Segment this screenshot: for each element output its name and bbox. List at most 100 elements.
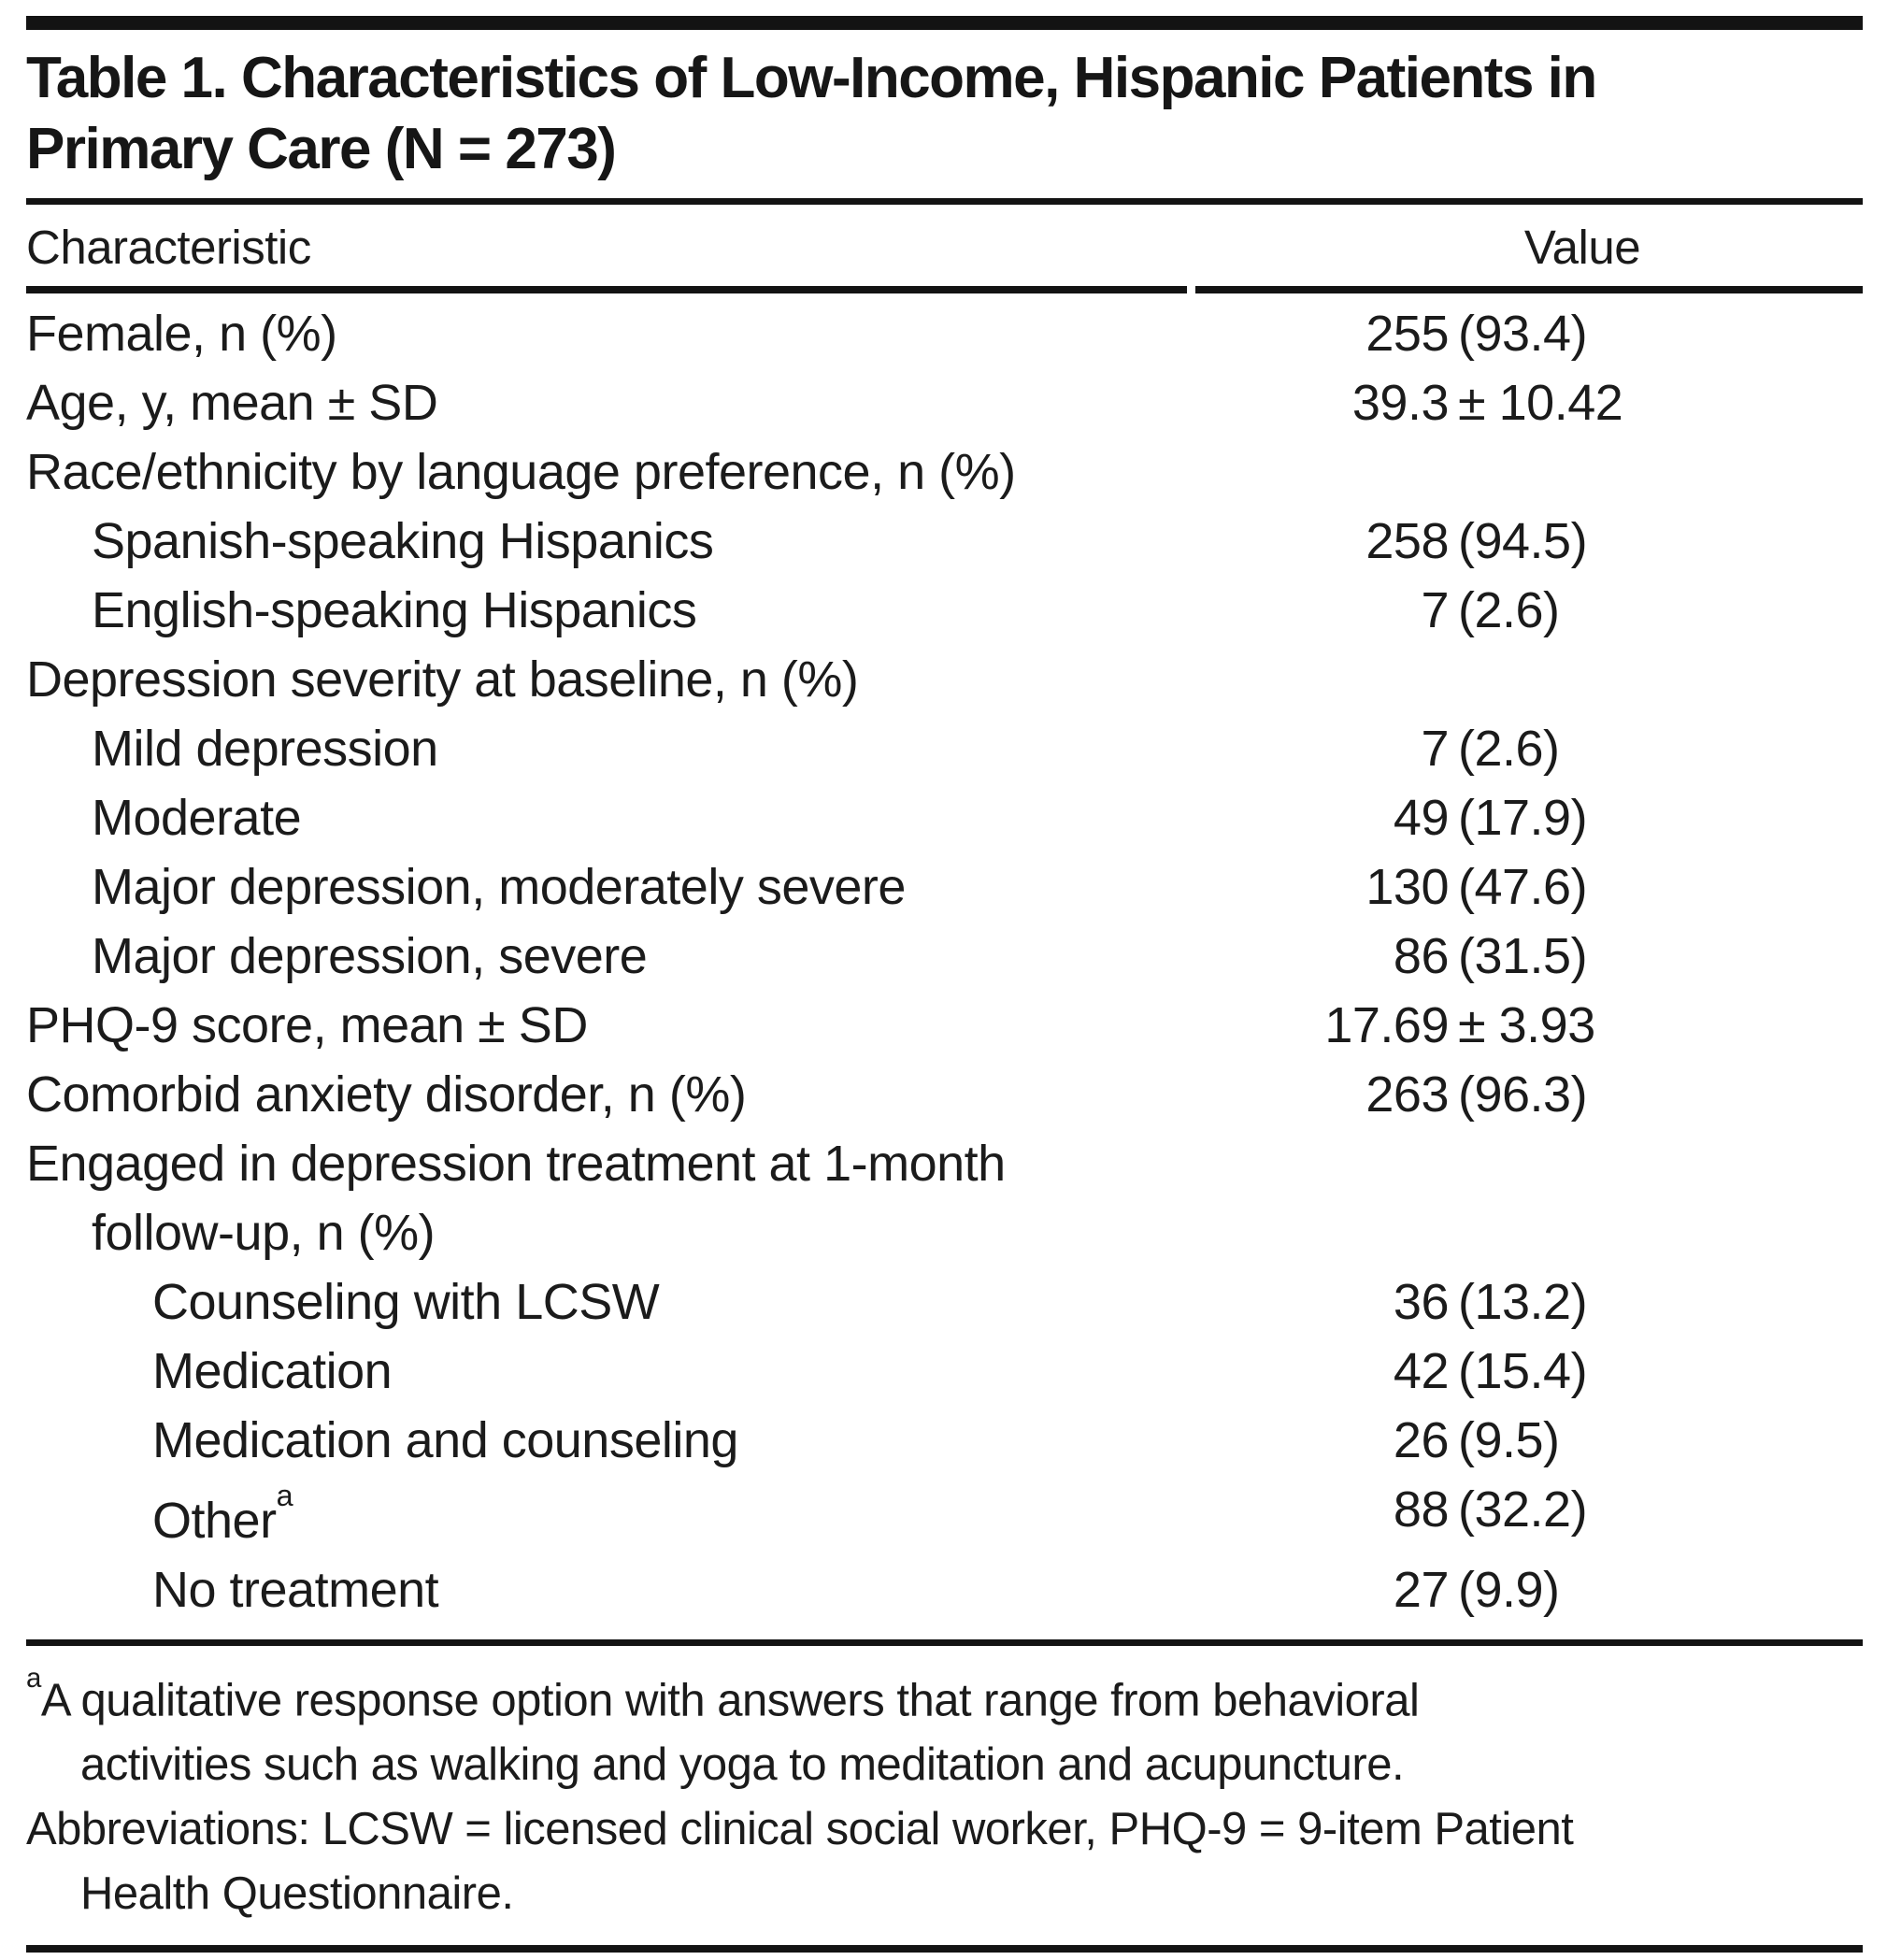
row-value-number: 255 xyxy=(1365,306,1449,362)
column-header-value: Value xyxy=(1523,221,1641,274)
row-value-paren: ± 10.42 xyxy=(1458,375,1623,431)
table-row: Mild depression 7 (2.6) xyxy=(26,714,1863,783)
table-row: Moderate 49 (17.9) xyxy=(26,783,1863,852)
footnotes: aA qualitative response option with answ… xyxy=(26,1646,1863,1926)
row-value-number: 7 xyxy=(1421,721,1449,777)
row-value-number xyxy=(1302,437,1449,507)
header-rule-left-segment xyxy=(26,286,1187,293)
row-value-number: 26 xyxy=(1393,1412,1450,1468)
row-value-number xyxy=(1302,1198,1449,1267)
row-value-paren: (2.6) xyxy=(1458,582,1560,638)
row-value-paren: (9.5) xyxy=(1458,1412,1560,1468)
table-row: Age, y, mean ± SD 39.3 ± 10.42 xyxy=(26,368,1863,437)
row-value: 7 (2.6) xyxy=(1302,576,1863,645)
footnote-a-marker: a xyxy=(276,1479,293,1513)
row-value: 17.69 ± 3.93 xyxy=(1302,991,1863,1060)
row-value-number xyxy=(1302,645,1449,714)
table-row: Medication and counseling 26 (9.5) xyxy=(26,1406,1863,1475)
table-row: Major depression, severe 86 (31.5) xyxy=(26,922,1863,991)
row-value: 36 (13.2) xyxy=(1302,1267,1863,1337)
row-value-number: 17.69 xyxy=(1324,997,1449,1053)
row-label: Major depression, severe xyxy=(92,928,648,984)
row-value-number: 27 xyxy=(1393,1562,1450,1618)
row-value-paren: (15.4) xyxy=(1458,1343,1588,1399)
row-value-number: 49 xyxy=(1393,790,1450,846)
row-value-paren: ± 3.93 xyxy=(1458,997,1595,1053)
row-value xyxy=(1302,437,1863,507)
row-value-paren xyxy=(1458,1129,1863,1198)
table-row: Major depression, moderately severe 130 … xyxy=(26,852,1863,922)
row-value-number: 7 xyxy=(1421,582,1449,638)
table-row: PHQ-9 score, mean ± SD 17.69 ± 3.93 xyxy=(26,991,1863,1060)
row-label: Race/ethnicity by language preference, n… xyxy=(26,444,1016,500)
row-value: 27 (9.9) xyxy=(1302,1555,1863,1624)
table-row: Engaged in depression treatment at 1-mon… xyxy=(26,1129,1863,1198)
footnote-a-superscript: a xyxy=(26,1662,41,1694)
abbreviations-line1: Abbreviations: LCSW = licensed clinical … xyxy=(26,1804,1574,1855)
row-value-paren xyxy=(1458,437,1863,507)
table-title-line1: Table 1. Characteristics of Low-Income, … xyxy=(26,46,1597,110)
table-row: No treatment 27 (9.9) xyxy=(26,1555,1863,1624)
footnote-a-line1: aA qualitative response option with answ… xyxy=(26,1658,1863,1733)
table-row: Comorbid anxiety disorder, n (%) 263 (96… xyxy=(26,1060,1863,1129)
row-value: 26 (9.5) xyxy=(1302,1406,1863,1475)
row-label: Age, y, mean ± SD xyxy=(26,375,438,431)
top-black-bar xyxy=(26,16,1863,30)
row-label: Spanish-speaking Hispanics xyxy=(92,513,714,569)
row-value: 86 (31.5) xyxy=(1302,922,1863,991)
row-value: 258 (94.5) xyxy=(1302,507,1863,576)
row-value xyxy=(1302,645,1863,714)
row-value-number: 36 xyxy=(1393,1274,1450,1330)
row-value-paren: (17.9) xyxy=(1458,790,1588,846)
row-value-paren: (2.6) xyxy=(1458,721,1560,777)
row-label: Female, n (%) xyxy=(26,306,337,362)
row-value-paren: (47.6) xyxy=(1458,859,1588,915)
row-value xyxy=(1302,1129,1863,1198)
row-value: 130 (47.6) xyxy=(1302,852,1863,922)
row-value-paren: (31.5) xyxy=(1458,928,1588,984)
table-row: Female, n (%) 255 (93.4) xyxy=(26,299,1863,368)
row-value: 263 (96.3) xyxy=(1302,1060,1863,1129)
table-row: English-speaking Hispanics 7 (2.6) xyxy=(26,576,1863,645)
row-label: Depression severity at baseline, n (%) xyxy=(26,651,859,708)
row-value: 49 (17.9) xyxy=(1302,783,1863,852)
column-header-row: Characteristic Value xyxy=(26,205,1863,286)
row-value: 7 (2.6) xyxy=(1302,714,1863,783)
row-value-paren: (9.9) xyxy=(1458,1562,1560,1618)
table-body: Female, n (%) 255 (93.4) Age, y, mean ± … xyxy=(26,293,1863,1624)
row-value-number: 130 xyxy=(1365,859,1449,915)
row-label: No treatment xyxy=(152,1562,439,1618)
table-row: Counseling with LCSW 36 (13.2) xyxy=(26,1267,1863,1337)
row-value-paren: (13.2) xyxy=(1458,1274,1588,1330)
row-value: 42 (15.4) xyxy=(1302,1337,1863,1406)
table-row: Spanish-speaking Hispanics 258 (94.5) xyxy=(26,507,1863,576)
footnote-a-line2: activities such as walking and yoga to m… xyxy=(80,1739,1405,1791)
abbreviations-line2: Health Questionnaire. xyxy=(80,1868,514,1920)
row-label: Othera xyxy=(26,1475,1302,1555)
row-label: Engaged in depression treatment at 1-mon… xyxy=(26,1136,1006,1192)
row-value-number: 258 xyxy=(1365,513,1449,569)
row-value-paren: (93.4) xyxy=(1458,306,1588,362)
row-label-text: Other xyxy=(152,1493,277,1549)
row-value-paren: (96.3) xyxy=(1458,1066,1588,1123)
table-row: Race/ethnicity by language preference, n… xyxy=(26,437,1863,507)
row-value-paren xyxy=(1458,1198,1863,1267)
row-value-number: 42 xyxy=(1393,1343,1450,1399)
row-value-paren: (94.5) xyxy=(1458,513,1588,569)
column-header-characteristic: Characteristic xyxy=(26,221,311,274)
row-label: Moderate xyxy=(92,790,302,846)
row-value-number: 88 xyxy=(1393,1481,1450,1538)
row-label: English-speaking Hispanics xyxy=(92,582,697,638)
row-value: 39.3 ± 10.42 xyxy=(1302,368,1863,437)
row-value-number: 263 xyxy=(1365,1066,1449,1123)
row-label: Medication and counseling xyxy=(152,1412,738,1468)
title-divider-rule xyxy=(26,198,1863,205)
row-label: PHQ-9 score, mean ± SD xyxy=(26,997,588,1053)
header-divider-rule xyxy=(26,286,1863,293)
footnote-divider-rule xyxy=(26,1639,1863,1646)
row-label: Counseling with LCSW xyxy=(152,1274,660,1330)
row-value: 88 (32.2) xyxy=(1302,1475,1863,1555)
table-row: Medication 42 (15.4) xyxy=(26,1337,1863,1406)
table-row: follow-up, n (%) xyxy=(26,1198,1863,1267)
